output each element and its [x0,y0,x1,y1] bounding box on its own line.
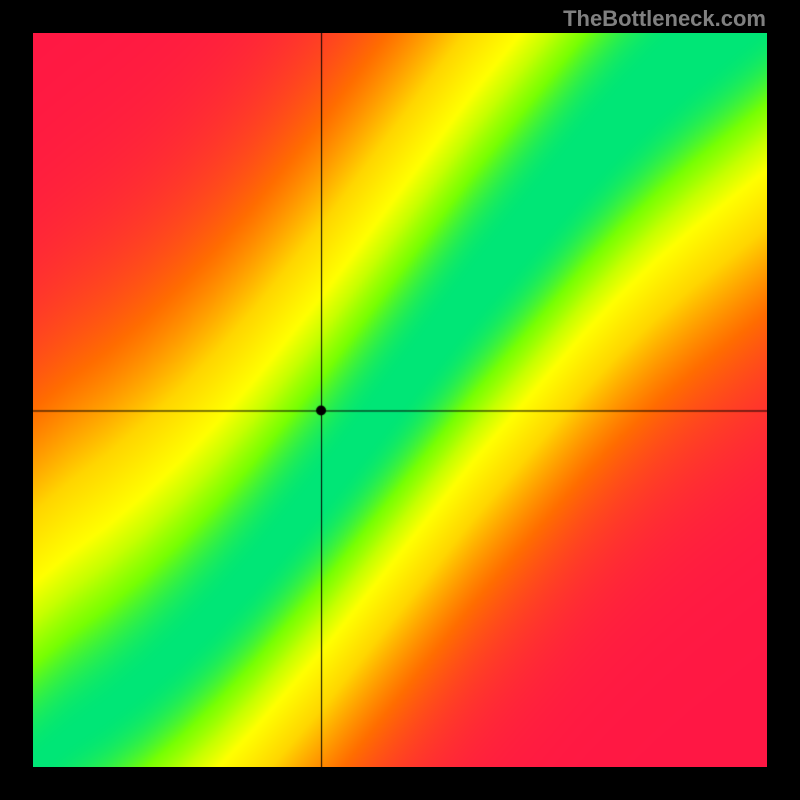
watermark-text: TheBottleneck.com [563,6,766,32]
bottleneck-heatmap [33,33,767,767]
heatmap-container: TheBottleneck.com [0,0,800,800]
